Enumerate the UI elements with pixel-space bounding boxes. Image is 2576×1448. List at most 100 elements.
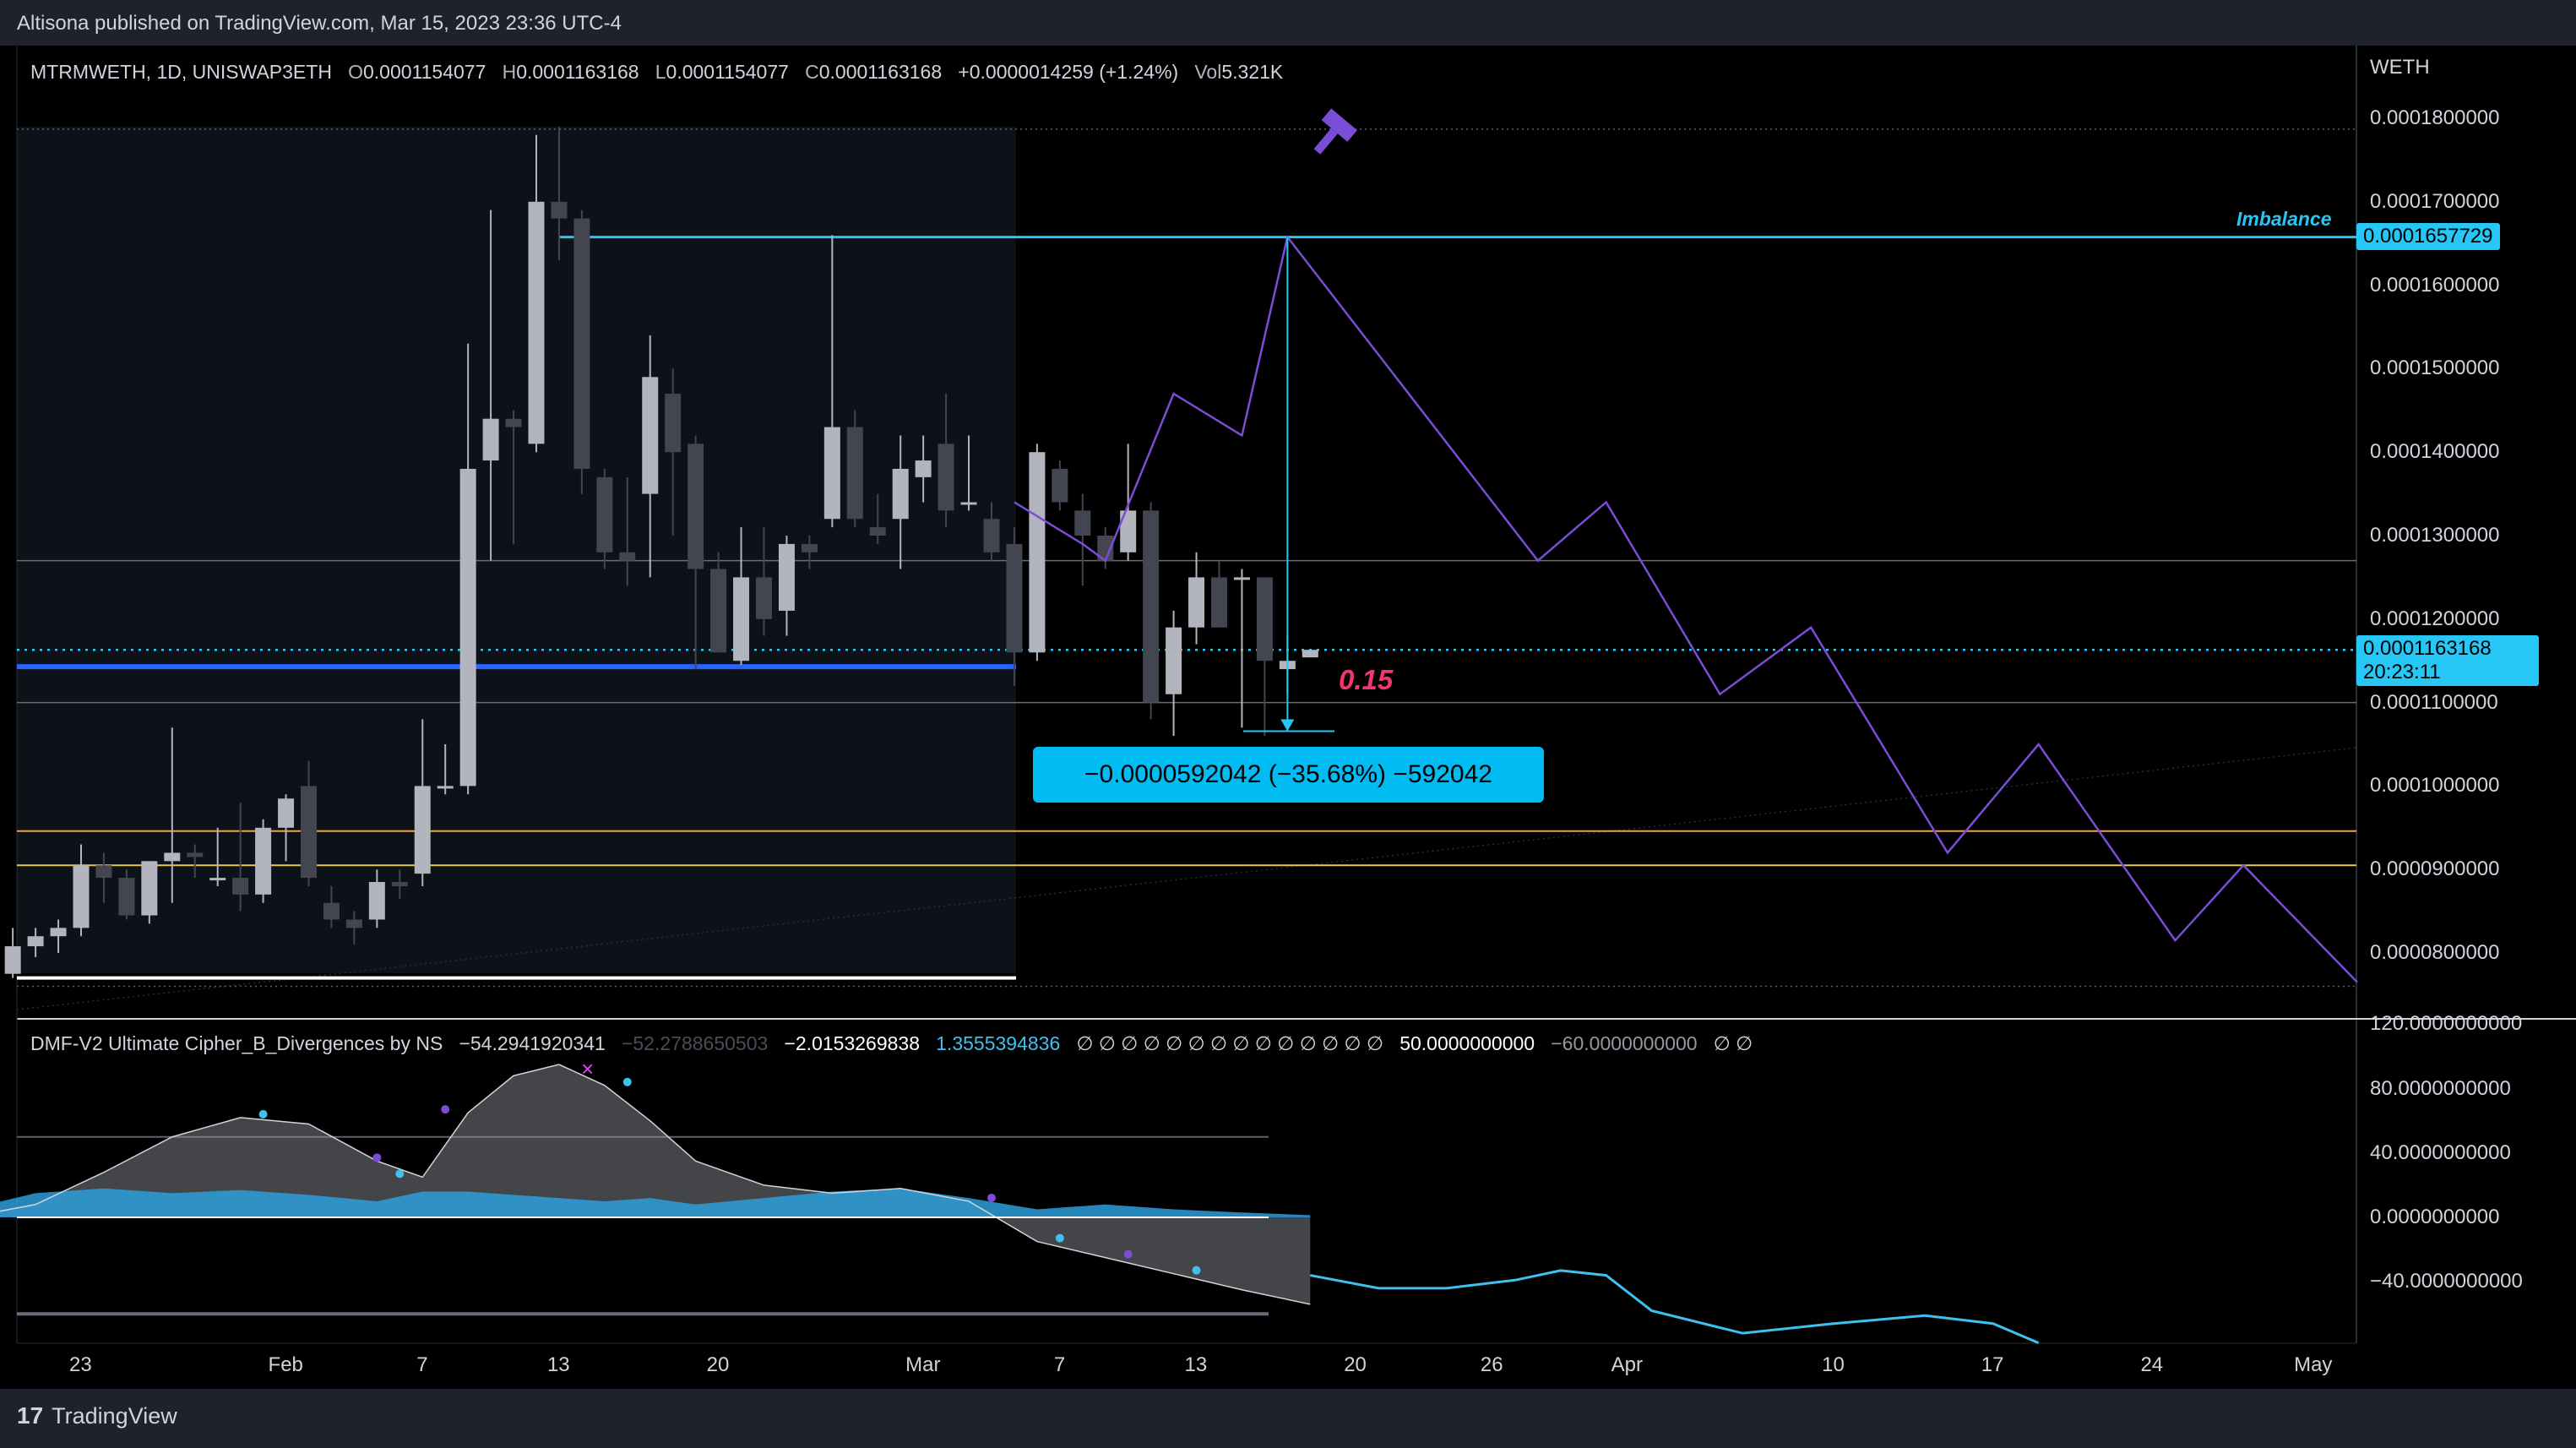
last-price-tag: 0.0001163168 20:23:11: [2356, 635, 2539, 686]
candle-body-38: [823, 427, 840, 520]
measure-result-box[interactable]: −0.0000592042 (−35.68%) −592042: [1033, 747, 1544, 803]
symbol-name[interactable]: MTRMWETH, 1D, UNISWAP3ETH: [30, 61, 332, 83]
divergence-dot-5: [987, 1193, 996, 1202]
brand-name: TradingView: [52, 1402, 177, 1429]
time-tick-label: 20: [706, 1353, 730, 1376]
indicator-title[interactable]: DMF-V2 Ultimate Cipher_B_Divergences by …: [30, 1032, 443, 1054]
divergence-dot-1: [372, 1153, 382, 1162]
candle-body-59: [1302, 650, 1318, 658]
candle-body-16: [323, 902, 340, 920]
tradingview-logo[interactable]: 17 TradingView: [17, 1402, 177, 1429]
candle-body-50: [1097, 536, 1114, 561]
candle-body-53: [1166, 627, 1182, 694]
candle-body-3: [27, 936, 44, 947]
candle-body-28: [596, 476, 613, 553]
candle-body-32: [687, 444, 704, 569]
indicator-value-2: −52.2788650503: [621, 1032, 769, 1054]
tradingview-logo-icon: 17: [17, 1402, 44, 1429]
time-tick-label: Mar: [905, 1353, 941, 1376]
candle-body-41: [892, 468, 909, 520]
hammer-handle: [1313, 128, 1338, 155]
hammer-icon: [1313, 108, 1357, 155]
indicator-value-3: −2.0153269838: [784, 1032, 920, 1054]
candle-body-55: [1211, 577, 1227, 628]
time-tick-label: 13: [1184, 1353, 1208, 1376]
open-value: 0.0001154077: [363, 61, 486, 83]
vol-label: Vol: [1194, 61, 1222, 83]
publisher-bar: Altisona published on TradingView.com, M…: [0, 0, 2576, 46]
candle-body-30: [642, 377, 659, 494]
price-tick-label: 0.0001000000: [2370, 774, 2500, 797]
price-tick-label: 0.0001400000: [2370, 440, 2500, 464]
time-tick-label: 20: [1344, 1353, 1367, 1376]
faint-trendline: [16, 747, 2357, 1010]
candle-body-31: [665, 394, 682, 453]
measure-arrowhead: [1280, 719, 1295, 732]
candle-body-44: [960, 502, 977, 505]
divergence-dot-3: [441, 1105, 450, 1114]
price-tick-label: 0.0001600000: [2370, 273, 2500, 297]
candle-body-8: [141, 861, 158, 916]
indicator-gray-line: [0, 1064, 1311, 1305]
imbalance-price-tag: 0.0001657729: [2356, 223, 2500, 250]
candle-body-54: [1188, 577, 1205, 628]
candle-body-47: [1029, 452, 1046, 653]
candle-body-21: [437, 786, 454, 789]
price-tick-label: 0.0001800000: [2370, 106, 2500, 129]
candle-body-37: [801, 543, 818, 553]
time-tick-label: 17: [1981, 1353, 2004, 1376]
candle-body-2: [4, 946, 21, 974]
candle-body-4: [50, 928, 67, 937]
time-tick-label: Feb: [268, 1353, 303, 1376]
candle-body-12: [232, 878, 249, 895]
candle-body-24: [505, 418, 522, 427]
candle-body-48: [1052, 468, 1068, 503]
indicator-value-6: 50.0000000000: [1399, 1032, 1535, 1054]
candle-body-11: [209, 878, 226, 881]
projection-path: [1014, 234, 2358, 983]
candle-body-49: [1074, 510, 1091, 536]
candle-body-57: [1256, 577, 1273, 661]
candle-body-34: [733, 577, 750, 661]
candle-body-25: [528, 201, 545, 444]
divergence-dot-0: [258, 1109, 268, 1119]
bar-countdown: 20:23:11: [2363, 661, 2441, 683]
indicator-value-4: 1.3555394836: [936, 1032, 1061, 1054]
indicator-tick-label: 80.0000000000: [2370, 1076, 2511, 1100]
last-price-value: 0.0001163168: [2363, 637, 2492, 660]
candle-body-45: [983, 519, 1000, 553]
candle-body-39: [846, 427, 863, 520]
divergence-dot-7: [1123, 1249, 1133, 1259]
indicator-value-7: −60.0000000000: [1551, 1032, 1698, 1054]
vol-value: 5.321K: [1221, 61, 1284, 83]
candle-body-35: [756, 577, 772, 619]
divergence-dot-8: [1192, 1266, 1201, 1275]
time-tick-label: Apr: [1611, 1353, 1643, 1376]
indicator-value-1: −54.2941920341: [459, 1032, 606, 1054]
candle-body-46: [1006, 543, 1023, 653]
low-label: L: [655, 61, 666, 83]
candle-body-9: [164, 852, 181, 862]
time-tick-label: May: [2294, 1353, 2333, 1376]
indicator-value-8: ∅ ∅: [1713, 1032, 1753, 1054]
fib-level-label[interactable]: 0.15: [1339, 664, 1394, 695]
indicator-tick-label: −40.0000000000: [2370, 1270, 2523, 1293]
candle-body-17: [345, 919, 362, 928]
range-highlight-box: [17, 127, 1016, 973]
imbalance-label[interactable]: Imbalance: [2236, 208, 2332, 230]
candle-body-7: [118, 878, 135, 916]
candle-body-52: [1143, 510, 1160, 703]
candle-body-26: [551, 201, 568, 219]
indicator-tick-label: 120.0000000000: [2370, 1012, 2523, 1036]
candle-body-56: [1233, 577, 1250, 580]
candle-body-13: [255, 827, 272, 895]
price-tick-label: 0.0001300000: [2370, 524, 2500, 547]
candle-body-18: [368, 882, 385, 920]
candle-body-20: [414, 786, 431, 874]
candle-body-5: [73, 865, 90, 928]
price-tick-label: 0.0001200000: [2370, 607, 2500, 630]
change-value: +0.0000014259 (+1.24%): [958, 61, 1179, 83]
time-tick-label: 10: [1822, 1353, 1845, 1376]
candle-body-10: [187, 852, 204, 857]
